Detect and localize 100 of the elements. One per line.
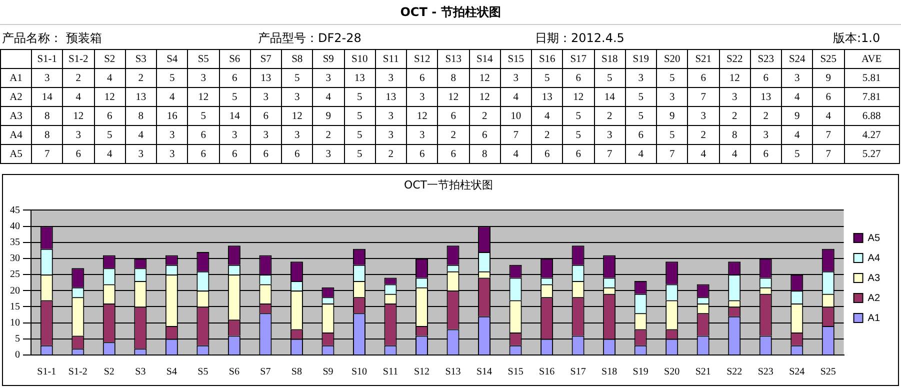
data-label: 12 xyxy=(406,106,438,126)
data-label: 13 xyxy=(750,88,782,106)
data-label: 8 xyxy=(125,106,156,126)
text: 5.81 xyxy=(844,68,900,88)
category-label: S16 xyxy=(538,54,556,64)
legend-label: A1 xyxy=(868,312,880,324)
category-label: S5 xyxy=(198,54,209,64)
data-label: 5 xyxy=(156,68,188,88)
legend-label: A4 xyxy=(868,252,880,264)
data-label: 6 xyxy=(750,68,782,88)
category-label: S20 xyxy=(664,54,680,64)
data-label: 10 xyxy=(500,106,532,126)
data-label: 3 xyxy=(750,126,782,144)
x-tick-label: S7 xyxy=(260,366,271,378)
data-label: 7 xyxy=(656,144,688,164)
x-tick-label: S14 xyxy=(476,366,492,378)
text: A4 xyxy=(10,130,22,140)
data-label: 3 xyxy=(782,68,813,88)
category-label: S25 xyxy=(820,54,837,64)
data-label: 3 xyxy=(188,68,219,88)
data-label: 3 xyxy=(656,88,688,106)
data-label: 9 xyxy=(312,106,344,126)
data-label: 9 xyxy=(812,68,844,88)
x-tick-label: S21 xyxy=(695,366,711,378)
data-label: 14 xyxy=(594,88,626,106)
data-label: 3 xyxy=(719,88,750,106)
text: 7.81 xyxy=(844,88,900,106)
data-label: 3 xyxy=(594,126,626,144)
y-tick-label: 45 xyxy=(10,204,20,216)
data-label: 12 xyxy=(188,88,219,106)
data-label: 9 xyxy=(782,106,813,126)
category-label: S4 xyxy=(166,54,178,64)
category-label: S6 xyxy=(229,54,240,64)
data-label: 2 xyxy=(62,68,94,88)
data-label: 12 xyxy=(469,68,500,88)
x-tick-label: S3 xyxy=(135,366,146,378)
data-label: 6 xyxy=(562,144,594,164)
data-label: 2 xyxy=(125,68,156,88)
data-label: 2 xyxy=(312,126,344,144)
x-tick-label: S2 xyxy=(104,366,114,378)
data-label: 5 xyxy=(219,88,250,106)
text: 6.88 xyxy=(844,106,900,126)
data-label: 6 xyxy=(250,106,282,126)
data-label: 3 xyxy=(375,106,406,126)
data-label: 14 xyxy=(32,88,63,106)
data-label: 6 xyxy=(406,68,438,88)
category-label: S24 xyxy=(788,54,806,64)
data-label: 4 xyxy=(94,68,126,88)
data-label: 6 xyxy=(750,144,782,164)
data-label: 2 xyxy=(594,106,626,126)
data-label: 2 xyxy=(469,106,500,126)
category-label: S8 xyxy=(292,54,303,64)
data-label: 5 xyxy=(282,68,313,88)
data-label: 3 xyxy=(62,126,94,144)
text: 产品名称： 预装箱 xyxy=(2,30,102,47)
data-label: 8 xyxy=(719,126,750,144)
data-label: 4 xyxy=(62,88,94,106)
data-label: 3 xyxy=(156,144,188,164)
data-label: 5 xyxy=(594,68,626,88)
data-label: 6 xyxy=(532,144,563,164)
data-label: 2 xyxy=(438,126,469,144)
data-label: 7 xyxy=(812,144,844,164)
data-label: 3 xyxy=(625,68,656,88)
data-label: 4 xyxy=(125,126,156,144)
data-label: 6 xyxy=(438,144,469,164)
data-label: 13 xyxy=(532,88,563,106)
text: AVE xyxy=(844,50,900,68)
legend-label: A2 xyxy=(868,292,880,304)
data-label: 5 xyxy=(562,126,594,144)
data-label: 5 xyxy=(532,68,563,88)
text: A3 xyxy=(10,110,22,122)
data-label: 13 xyxy=(250,68,282,88)
data-label: 3 xyxy=(688,106,719,126)
y-tick-label: 40 xyxy=(10,220,20,232)
data-label: 8 xyxy=(469,144,500,164)
y-tick-label: 30 xyxy=(10,253,20,264)
data-label: 3 xyxy=(406,126,438,144)
data-label: 7 xyxy=(594,144,626,164)
data-label: 6 xyxy=(406,144,438,164)
category-label: S1-1 xyxy=(37,54,58,64)
chart-subtitle: OCT一节拍柱状图 xyxy=(404,178,494,192)
data-label: 13 xyxy=(375,88,406,106)
text: 4.27 xyxy=(844,126,900,144)
data-label: 2 xyxy=(719,106,750,126)
data-label: 12 xyxy=(282,106,313,126)
x-tick-label: S24 xyxy=(789,366,805,378)
data-label: 12 xyxy=(469,88,500,106)
x-tick-label: S11 xyxy=(382,366,398,378)
data-label: 5 xyxy=(344,126,376,144)
data-label: 3 xyxy=(375,126,406,144)
data-label: 6 xyxy=(219,144,250,164)
data-label: 3 xyxy=(250,88,282,106)
category-label: S23 xyxy=(758,54,774,64)
x-tick-label: S25 xyxy=(820,366,836,378)
data-label: 4 xyxy=(500,144,532,164)
data-label: 6 xyxy=(188,144,219,164)
data-label: 6 xyxy=(469,126,500,144)
x-tick-label: S10 xyxy=(351,366,368,378)
text: A5 xyxy=(10,148,22,160)
x-tick-label: S6 xyxy=(228,366,240,378)
